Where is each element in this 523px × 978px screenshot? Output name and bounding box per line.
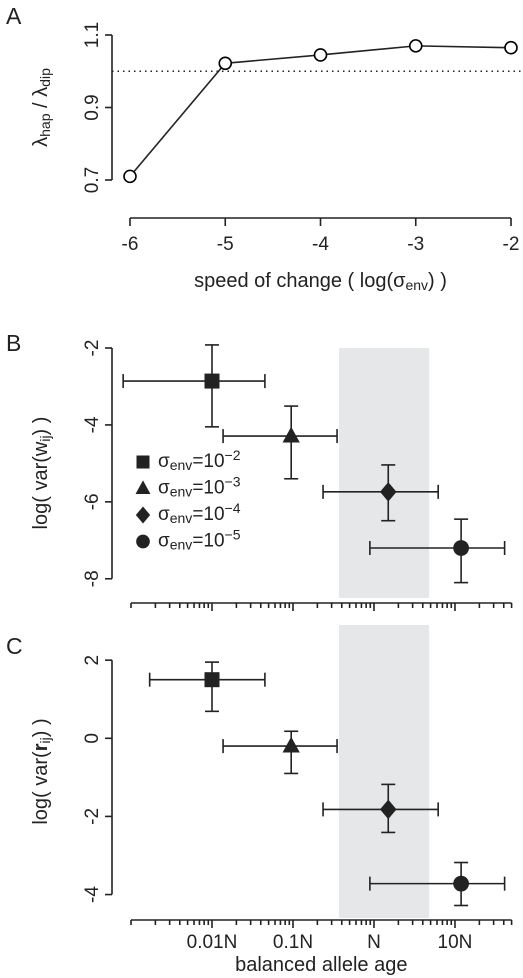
y-tick-label: 0.9: [82, 94, 103, 120]
text-part: / λ: [30, 87, 52, 114]
x-tick-label: 0.01N: [187, 932, 238, 953]
x-axis-label: balanced allele age: [235, 954, 407, 976]
y-tick-label: -4: [82, 416, 103, 433]
text-part: log( var(: [30, 751, 52, 825]
x-tick-label: 10N: [438, 932, 473, 953]
text-part: −4: [225, 500, 241, 516]
text-part: env: [170, 536, 193, 552]
y-tick-label: -6: [82, 493, 103, 510]
text-part: ) ): [428, 270, 447, 292]
y-tick-label: 1.1: [82, 22, 103, 48]
y-tick-label: -4: [82, 886, 103, 903]
text-part: =10: [192, 451, 224, 472]
text-part: env: [170, 457, 193, 473]
data-point: [313, 48, 328, 62]
x-tick-label: -3: [407, 234, 424, 255]
text-part: =10: [192, 504, 224, 525]
x-tick-label: -2: [503, 234, 520, 255]
text-part: dip: [37, 68, 53, 87]
y-tick-label: -2: [82, 808, 103, 825]
marker: [204, 672, 220, 688]
text-part: σ: [158, 504, 170, 525]
data-point: [504, 40, 518, 55]
marker: [453, 540, 469, 556]
text-part: −3: [225, 474, 241, 490]
x-axis-label: speed of change ( log(σenv) ): [194, 270, 447, 293]
text-part: =10: [192, 531, 224, 552]
legend-marker: [135, 480, 151, 495]
legend-label: σenv=10−3: [158, 474, 241, 500]
text-part: env: [405, 277, 428, 293]
legend-marker: [135, 506, 151, 524]
legend-marker: [136, 534, 150, 549]
legend-label: σenv=10−5: [158, 527, 241, 553]
data-line: [129, 45, 512, 177]
y-tick-label: -2: [82, 340, 103, 357]
text-part: −2: [225, 447, 241, 463]
panel-label: C: [6, 633, 23, 659]
text-part: speed of change ( log(σ: [194, 270, 406, 292]
text-part: r: [30, 743, 52, 751]
text-part: env: [170, 483, 193, 499]
data-point: [123, 169, 137, 184]
y-axis-label: λhap / λdip: [30, 68, 53, 147]
x-tick-label: -6: [122, 234, 139, 255]
text-part: env: [170, 510, 193, 526]
text-part: ) ): [30, 718, 52, 737]
y-tick-label: 0: [82, 733, 103, 744]
panel-label: A: [6, 3, 22, 29]
panel-label: B: [6, 330, 21, 356]
text-part: σ: [158, 531, 170, 552]
data-point: [218, 56, 233, 71]
shaded-region: [339, 348, 430, 598]
text-part: λ: [30, 137, 52, 147]
text-part: hap: [37, 113, 53, 137]
marker: [282, 736, 300, 753]
text-part: =10: [192, 478, 224, 499]
text-part: log( var(w: [30, 441, 52, 529]
marker: [453, 875, 469, 892]
y-tick-label: 2: [82, 655, 103, 666]
text-part: ) ): [30, 417, 52, 436]
y-axis-label: log( var(wij) ): [30, 417, 53, 530]
marker: [380, 482, 397, 502]
shaded-region: [339, 625, 430, 918]
text-part: σ: [158, 478, 170, 499]
x-tick-label: N: [367, 932, 381, 953]
text-part: balanced allele age: [235, 954, 407, 976]
marker: [380, 799, 397, 820]
y-tick-label: -8: [82, 570, 103, 587]
x-tick-label: 0.1N: [273, 932, 313, 953]
y-axis-label: log( var(rij) ): [30, 718, 53, 824]
text-part: −5: [225, 527, 241, 543]
x-tick-label: -5: [217, 234, 234, 255]
text-part: σ: [158, 451, 170, 472]
marker: [204, 373, 220, 389]
y-tick-label: 0.7: [82, 167, 103, 193]
legend-marker: [136, 455, 150, 469]
text-part: ij: [37, 737, 53, 743]
legend-label: σenv=10−4: [158, 500, 241, 526]
legend-label: σenv=10−2: [158, 447, 241, 473]
data-point: [408, 39, 423, 53]
x-tick-label: -4: [312, 234, 329, 255]
text-part: ij: [37, 435, 53, 441]
marker: [282, 426, 300, 443]
